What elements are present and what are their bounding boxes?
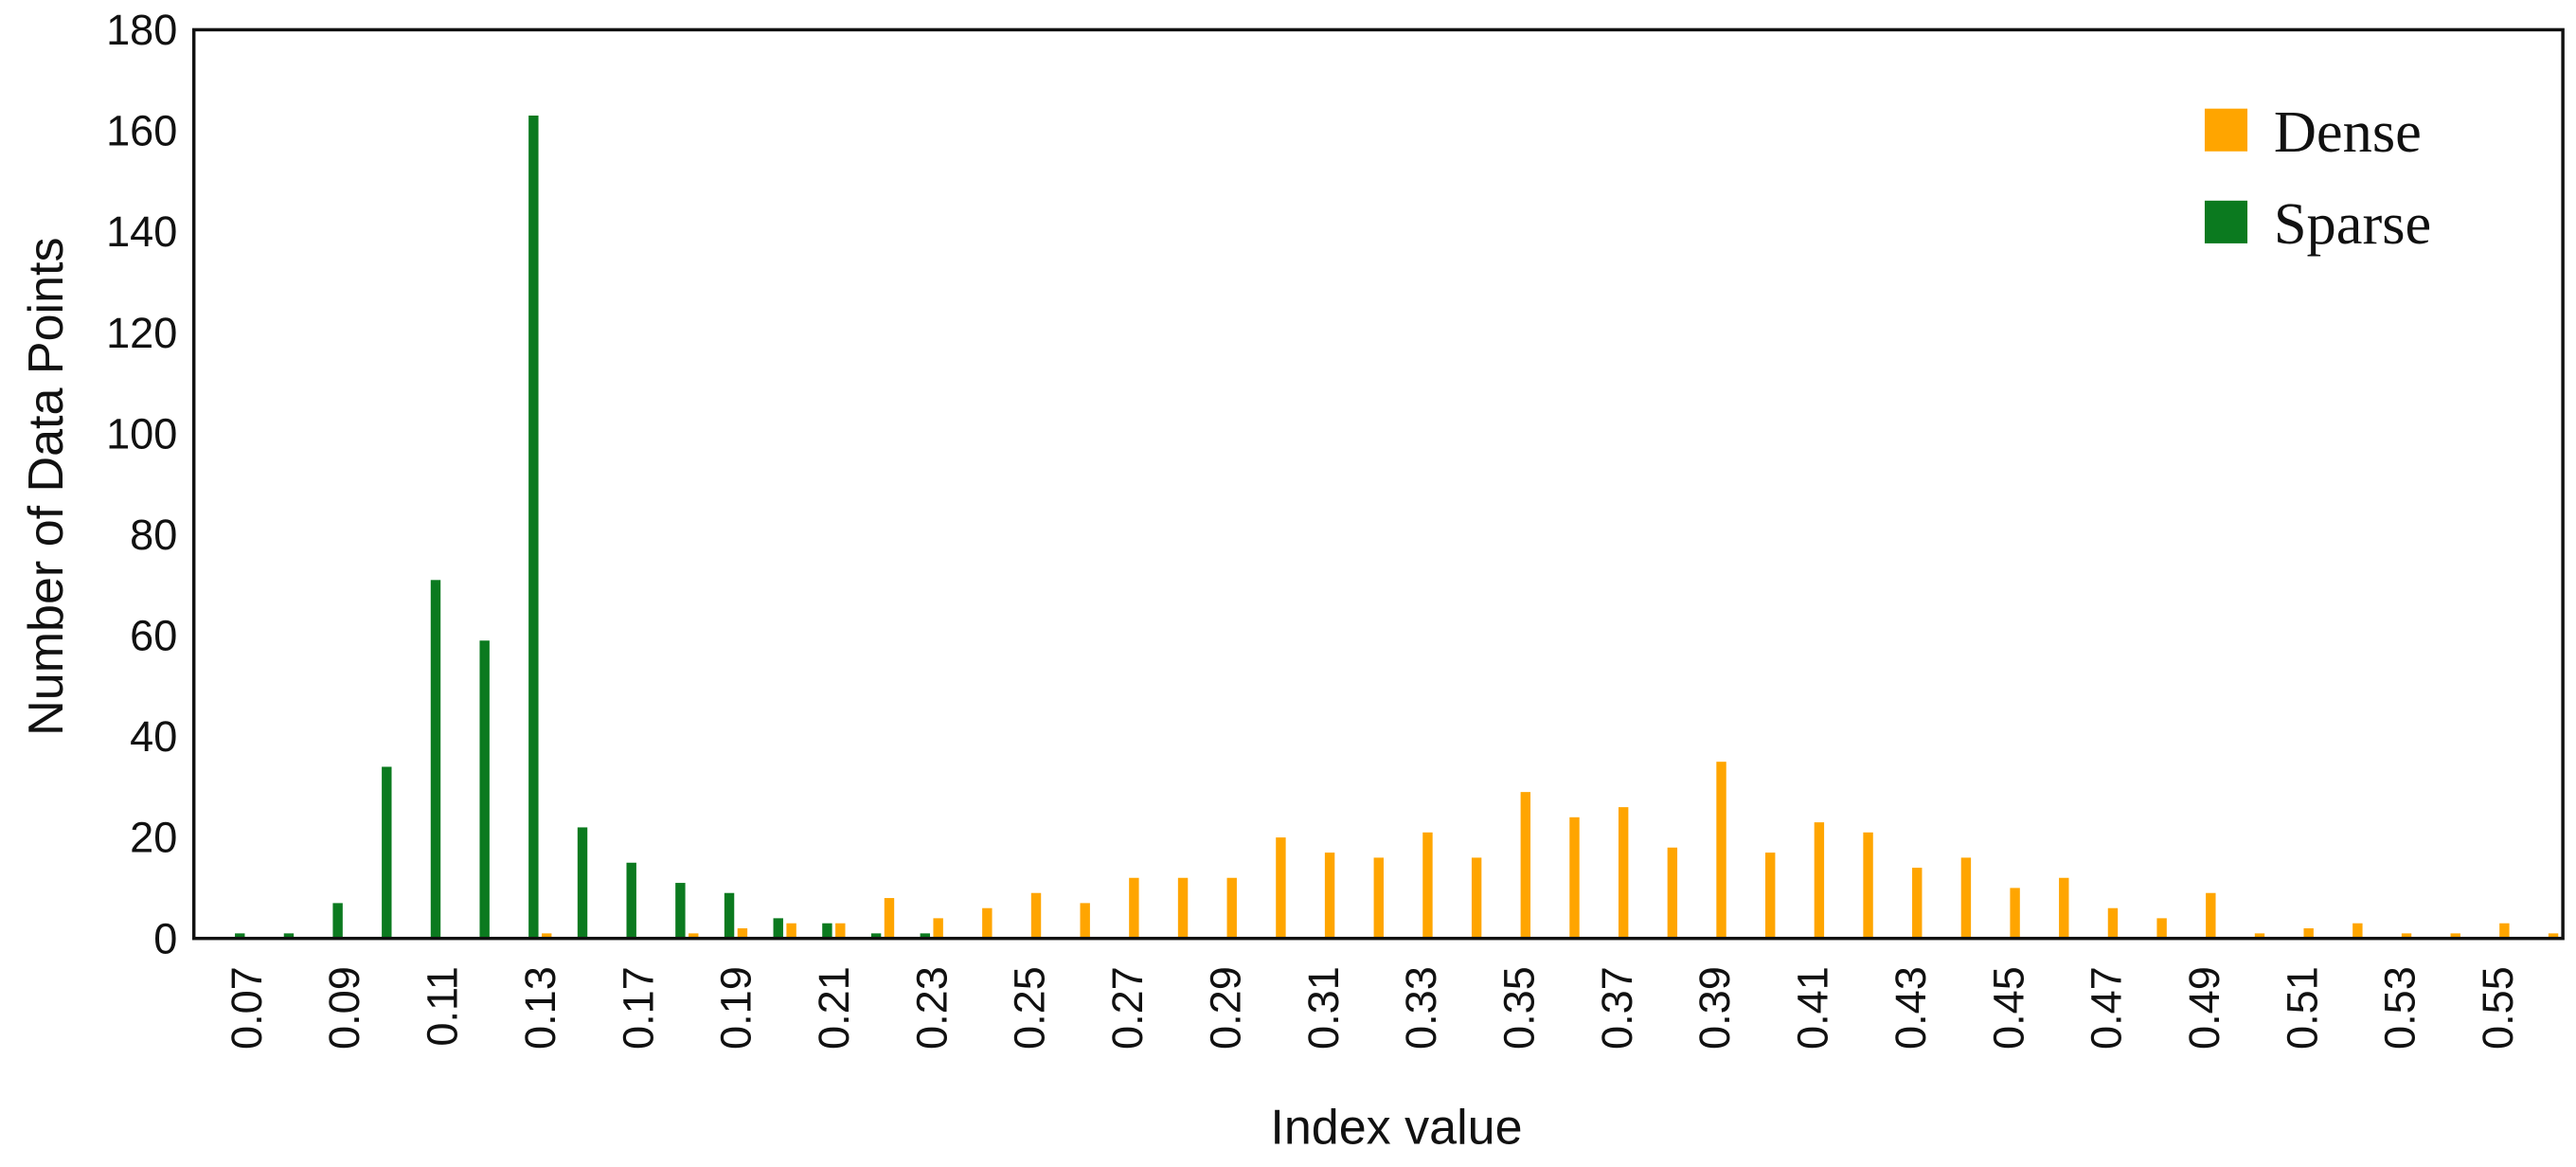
x-tick-label: 0.53 bbox=[2376, 966, 2424, 1050]
y-tick-label: 0 bbox=[153, 914, 177, 962]
y-tick-label: 40 bbox=[130, 712, 177, 761]
x-tick-label: 0.33 bbox=[1397, 966, 1445, 1050]
x-tick-label: 0.47 bbox=[2083, 966, 2131, 1050]
x-tick-label: 0.09 bbox=[320, 966, 368, 1050]
bar bbox=[689, 933, 699, 939]
bar bbox=[1618, 807, 1629, 939]
bar bbox=[235, 933, 245, 939]
x-tick-label: 0.31 bbox=[1299, 966, 1348, 1050]
bar bbox=[1912, 868, 1923, 939]
x-tick-label: 0.49 bbox=[2180, 966, 2228, 1050]
x-tick-label: 0.37 bbox=[1593, 966, 1641, 1050]
y-tick-label: 120 bbox=[106, 309, 177, 357]
bar bbox=[1373, 857, 1384, 939]
legend-swatch bbox=[2204, 200, 2248, 243]
bar bbox=[933, 918, 943, 939]
bar bbox=[1716, 762, 1726, 939]
bar bbox=[822, 923, 832, 939]
plot-frame bbox=[191, 27, 2565, 941]
y-tick-label: 140 bbox=[106, 207, 177, 256]
bar bbox=[1080, 903, 1090, 939]
x-tick-label: 0.21 bbox=[810, 966, 858, 1050]
bar bbox=[283, 933, 295, 939]
bar bbox=[1276, 837, 1286, 939]
y-tick-label: 20 bbox=[130, 814, 177, 862]
bar bbox=[2059, 877, 2069, 939]
x-tick-label: 0.35 bbox=[1494, 966, 1543, 1050]
x-tick-label: 0.17 bbox=[614, 966, 662, 1050]
bar bbox=[1471, 857, 1482, 939]
bar bbox=[1667, 847, 1678, 939]
x-tick-label: 0.19 bbox=[712, 966, 760, 1050]
bar bbox=[870, 933, 882, 939]
x-tick-label: 0.43 bbox=[1887, 966, 1935, 1050]
x-tick-label: 0.11 bbox=[419, 966, 467, 1046]
bar bbox=[1863, 832, 1873, 939]
bar bbox=[332, 903, 343, 939]
bar bbox=[626, 862, 636, 939]
x-tick-label: 0.27 bbox=[1103, 966, 1152, 1050]
legend-label: Dense bbox=[2274, 99, 2422, 165]
bar bbox=[1814, 822, 1825, 939]
x-tick-label: 0.41 bbox=[1789, 966, 1837, 1050]
x-tick-label: 0.25 bbox=[1006, 966, 1054, 1050]
x-tick-label: 0.07 bbox=[223, 966, 271, 1050]
bar bbox=[382, 766, 392, 939]
bar bbox=[1226, 877, 1237, 939]
bar bbox=[2254, 933, 2265, 939]
bar bbox=[2499, 923, 2510, 939]
bar bbox=[2352, 923, 2363, 939]
bar bbox=[835, 923, 846, 939]
bar bbox=[2156, 918, 2167, 939]
bar bbox=[1129, 877, 1139, 939]
bar bbox=[675, 883, 686, 939]
bar bbox=[2401, 933, 2412, 939]
y-tick-label: 100 bbox=[106, 409, 177, 458]
bar bbox=[2450, 933, 2460, 939]
y-axis-title: Number of Data Points bbox=[19, 237, 74, 735]
legend-swatch bbox=[2204, 108, 2248, 152]
bar bbox=[1960, 857, 1972, 939]
bar bbox=[1765, 853, 1776, 939]
bar bbox=[1324, 853, 1335, 939]
bar bbox=[2303, 928, 2314, 939]
bar bbox=[577, 827, 588, 939]
bar bbox=[528, 116, 539, 939]
bar bbox=[2206, 892, 2216, 939]
x-tick-label: 0.55 bbox=[2474, 966, 2522, 1050]
bar bbox=[2107, 907, 2119, 939]
bar bbox=[920, 933, 930, 939]
bar bbox=[1422, 832, 1433, 939]
y-tick-label: 180 bbox=[106, 6, 177, 54]
bar bbox=[773, 918, 783, 939]
bar bbox=[786, 923, 796, 939]
bar bbox=[1177, 877, 1189, 939]
x-tick-label: 0.39 bbox=[1690, 966, 1739, 1050]
y-tick-label: 80 bbox=[130, 511, 177, 559]
bar bbox=[884, 898, 895, 939]
bar bbox=[724, 892, 735, 939]
bar bbox=[2548, 933, 2559, 939]
bar bbox=[2010, 888, 2020, 939]
legend-label: Sparse bbox=[2274, 190, 2431, 257]
x-tick-label: 0.45 bbox=[1984, 966, 2032, 1050]
x-tick-label: 0.13 bbox=[516, 966, 564, 1050]
x-tick-label: 0.51 bbox=[2278, 966, 2326, 1050]
bar bbox=[542, 933, 552, 939]
x-axis-title: Index value bbox=[1270, 1101, 1522, 1156]
y-tick-label: 160 bbox=[106, 107, 177, 155]
bar bbox=[1030, 892, 1042, 939]
x-tick-label: 0.29 bbox=[1201, 966, 1249, 1050]
bar bbox=[479, 640, 490, 939]
bar bbox=[1520, 792, 1531, 939]
x-tick-label: 0.23 bbox=[907, 966, 956, 1050]
bar bbox=[737, 928, 748, 939]
bar bbox=[1569, 817, 1580, 939]
y-tick-label: 60 bbox=[130, 612, 177, 660]
bar bbox=[430, 580, 441, 939]
bar bbox=[982, 907, 993, 939]
